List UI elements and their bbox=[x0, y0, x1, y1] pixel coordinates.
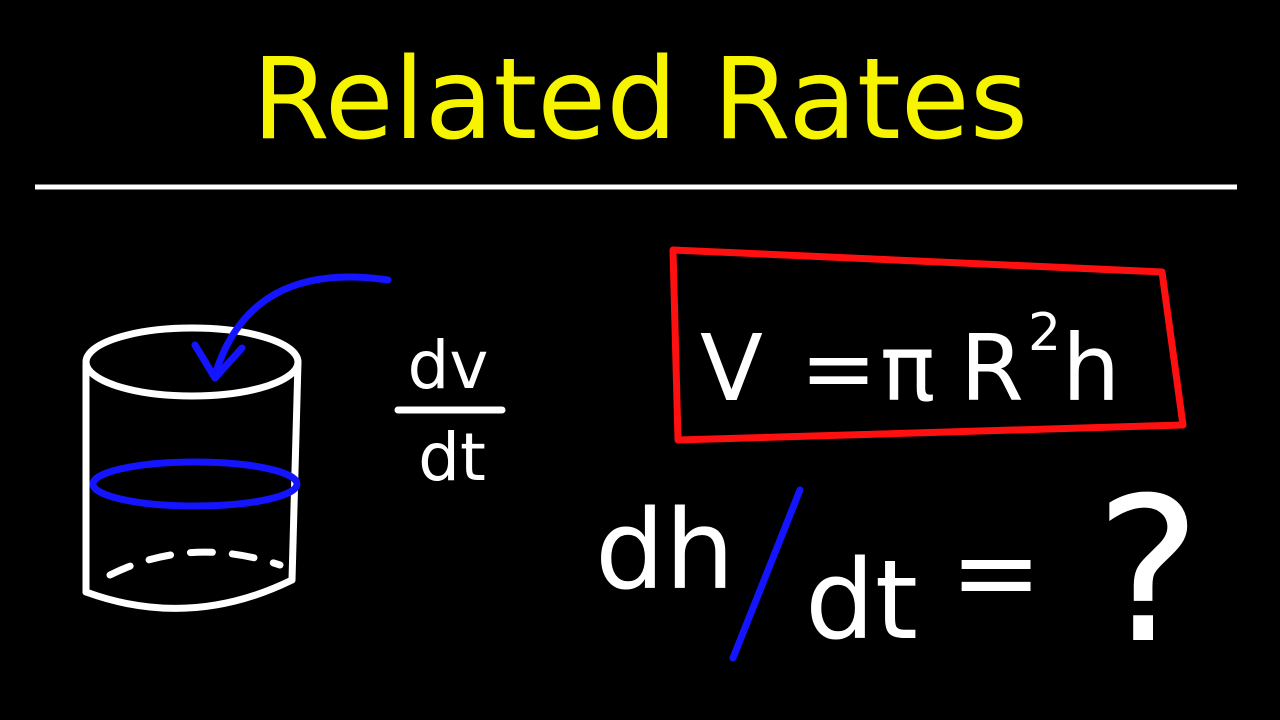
cylinder-bottom-front bbox=[82, 576, 296, 612]
dv-dt-rate: dv dt bbox=[394, 327, 506, 496]
cylinder-right-side bbox=[288, 358, 302, 584]
inflow-arrow bbox=[211, 273, 392, 379]
question-denominator: dt bbox=[805, 536, 918, 664]
question-mark: ? bbox=[1095, 455, 1201, 688]
red-box bbox=[669, 246, 1187, 444]
question-numerator: dh bbox=[595, 486, 735, 614]
question-equals: = bbox=[950, 508, 1042, 636]
cylinder-drawing bbox=[82, 273, 392, 612]
volume-formula: V = π R 2 h bbox=[700, 265, 1120, 422]
division-slash bbox=[729, 486, 804, 662]
cylinder-bottom-back-dashed bbox=[106, 548, 284, 579]
water-level-ellipse bbox=[89, 458, 301, 510]
page-title: Related Rates bbox=[252, 35, 1028, 165]
rate-numerator: dv bbox=[408, 327, 489, 404]
formula-box: V = π R 2 h bbox=[669, 246, 1187, 444]
question-expression: dh dt = ? bbox=[595, 455, 1201, 688]
rate-denominator: dt bbox=[418, 419, 486, 496]
arrowhead-icon bbox=[191, 341, 246, 382]
